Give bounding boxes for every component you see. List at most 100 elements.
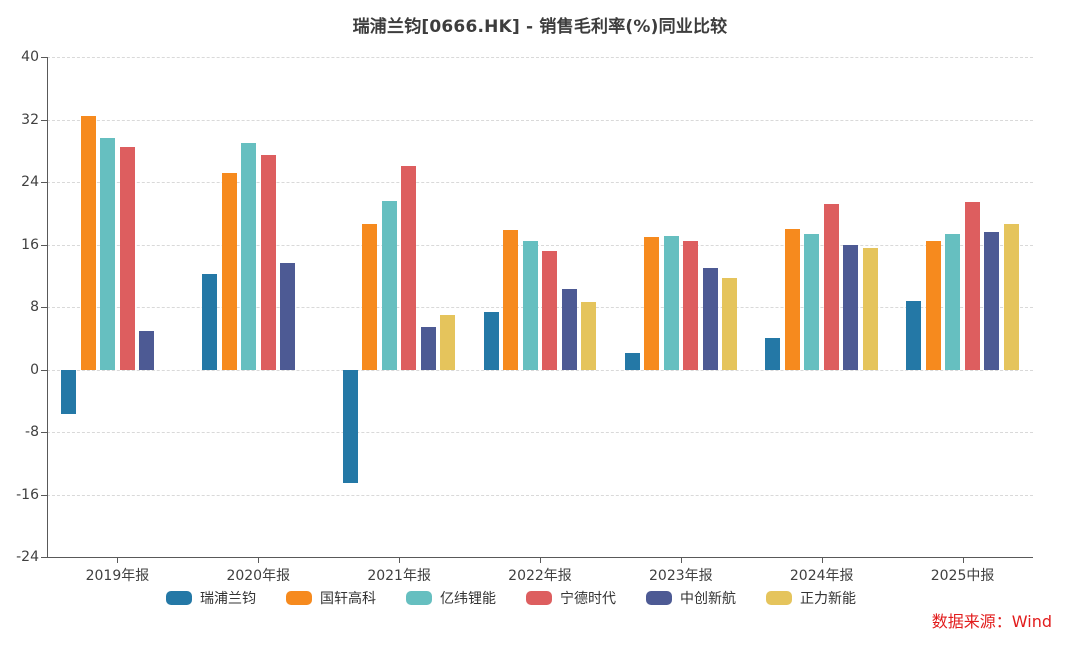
bar-宁德时代-2019年报: [119, 146, 135, 370]
y-gridline: [47, 244, 1033, 246]
y-tick-mark: [41, 557, 47, 558]
bar-正力新能-2025中报: [1003, 224, 1019, 370]
x-tick-label: 2024年报: [789, 568, 854, 584]
legend-item-中创新航: 中创新航: [646, 588, 736, 608]
bar-中创新航-2020年报: [280, 263, 296, 370]
legend-swatch-icon: [166, 591, 192, 605]
y-tick-label: 40: [21, 49, 39, 65]
bar-中创新航-2025中报: [984, 232, 1000, 370]
y-tick-mark: [41, 369, 47, 371]
bar-正力新能-2022年报: [581, 301, 597, 370]
y-gridline: [47, 57, 1033, 58]
y-tick-label: -16: [16, 486, 39, 503]
y-tick-mark: [41, 432, 47, 433]
bar-瑞浦兰钧-2023年报: [624, 353, 640, 370]
legend-swatch-icon: [766, 591, 792, 605]
legend-label: 国轩高科: [320, 591, 376, 607]
y-gridline: [47, 119, 1033, 121]
legend-swatch-icon: [406, 591, 432, 605]
bar-宁德时代-2022年报: [542, 250, 558, 370]
bar-亿纬锂能-2023年报: [663, 235, 679, 370]
bar-宁德时代-2020年报: [260, 155, 276, 370]
bar-亿纬锂能-2022年报: [522, 241, 538, 370]
y-tick-mark: [41, 182, 47, 183]
legend-swatch-icon: [646, 591, 672, 605]
x-tick-label: 2025中报: [930, 568, 995, 584]
chart-title: 瑞浦兰钧[0666.HK] - 销售毛利率(%)同业比较: [352, 17, 728, 37]
legend-item-正力新能: 正力新能: [766, 588, 856, 608]
bar-中创新航-2019年报: [139, 331, 155, 370]
bar-国轩高科-2024年报: [784, 228, 800, 370]
x-tick-mark: [540, 557, 541, 563]
legend-label: 宁德时代: [560, 591, 616, 607]
bar-中创新航-2022年报: [561, 289, 577, 370]
bar-宁德时代-2021年报: [401, 166, 417, 370]
bar-国轩高科-2019年报: [80, 115, 96, 370]
y-tick-mark: [41, 494, 47, 496]
legend-swatch-icon: [286, 591, 312, 605]
x-tick-mark: [680, 557, 682, 563]
y-tick-mark: [41, 119, 47, 121]
y-gridline: [47, 494, 1033, 496]
y-tick-label: -8: [25, 424, 39, 440]
bar-国轩高科-2020年报: [221, 172, 237, 370]
x-tick-label: 2023年报: [649, 568, 713, 584]
bar-亿纬锂能-2020年报: [241, 142, 257, 370]
y-tick-mark: [41, 307, 47, 308]
bar-瑞浦兰钧-2021年报: [342, 369, 358, 483]
bar-瑞浦兰钧-2022年报: [483, 311, 499, 370]
legend-item-宁德时代: 宁德时代: [526, 588, 616, 608]
legend-label: 亿纬锂能: [440, 591, 496, 607]
y-tick-label: 32: [21, 111, 39, 128]
bar-国轩高科-2022年报: [503, 230, 519, 370]
y-tick-label: 8: [30, 299, 39, 315]
legend-label: 中创新航: [680, 591, 736, 607]
bar-宁德时代-2025中报: [964, 202, 980, 370]
y-gridline: [47, 307, 1033, 308]
bar-亿纬锂能-2021年报: [381, 200, 397, 370]
x-tick-mark: [821, 557, 823, 563]
bar-瑞浦兰钧-2024年报: [765, 338, 781, 370]
y-tick-mark: [41, 244, 47, 246]
y-tick-mark: [41, 57, 47, 58]
legend-swatch-icon: [526, 591, 552, 605]
x-tick-mark: [258, 557, 260, 563]
legend-item-瑞浦兰钧: 瑞浦兰钧: [166, 588, 256, 608]
x-tick-mark: [399, 557, 401, 563]
x-tick-mark: [962, 557, 964, 563]
bar-宁德时代-2024年报: [823, 203, 839, 370]
bar-瑞浦兰钧-2019年报: [61, 369, 77, 415]
legend-label: 瑞浦兰钧: [200, 591, 256, 607]
bar-正力新能-2021年报: [440, 314, 456, 370]
bar-瑞浦兰钧-2020年报: [202, 274, 218, 370]
bar-瑞浦兰钧-2025中报: [906, 300, 922, 370]
data-source-note: 数据来源：Wind: [931, 612, 1052, 631]
bar-中创新航-2024年报: [843, 245, 859, 370]
bar-宁德时代-2023年报: [683, 240, 699, 370]
x-tick-label: 2019年报: [85, 568, 150, 584]
x-tick-label: 2020年报: [226, 568, 291, 584]
x-tick-label: 2021年报: [367, 568, 431, 584]
bar-正力新能-2023年报: [722, 278, 738, 370]
y-gridline: [47, 182, 1033, 183]
bar-正力新能-2024年报: [862, 247, 878, 370]
bar-亿纬锂能-2025中报: [945, 233, 961, 370]
bar-亿纬锂能-2019年报: [100, 138, 116, 370]
legend-item-国轩高科: 国轩高科: [286, 588, 376, 608]
bar-国轩高科-2025中报: [925, 240, 941, 370]
x-tick-label: 2022年报: [508, 568, 572, 584]
y-axis: [47, 57, 48, 557]
bar-中创新航-2021年报: [420, 326, 436, 370]
y-gridline: [47, 369, 1033, 371]
legend-item-亿纬锂能: 亿纬锂能: [406, 588, 496, 608]
bar-中创新航-2023年报: [702, 267, 718, 370]
y-gridline: [47, 432, 1033, 433]
chart-legend: 瑞浦兰钧 国轩高科 亿纬锂能 宁德时代 中创新航 正力新能: [0, 588, 1080, 608]
bar-国轩高科-2023年报: [644, 237, 660, 370]
y-tick-label: 16: [21, 236, 39, 253]
bar-国轩高科-2021年报: [362, 224, 378, 370]
y-tick-label: 24: [21, 174, 39, 190]
legend-label: 正力新能: [800, 591, 856, 607]
y-tick-label: -24: [16, 549, 39, 565]
